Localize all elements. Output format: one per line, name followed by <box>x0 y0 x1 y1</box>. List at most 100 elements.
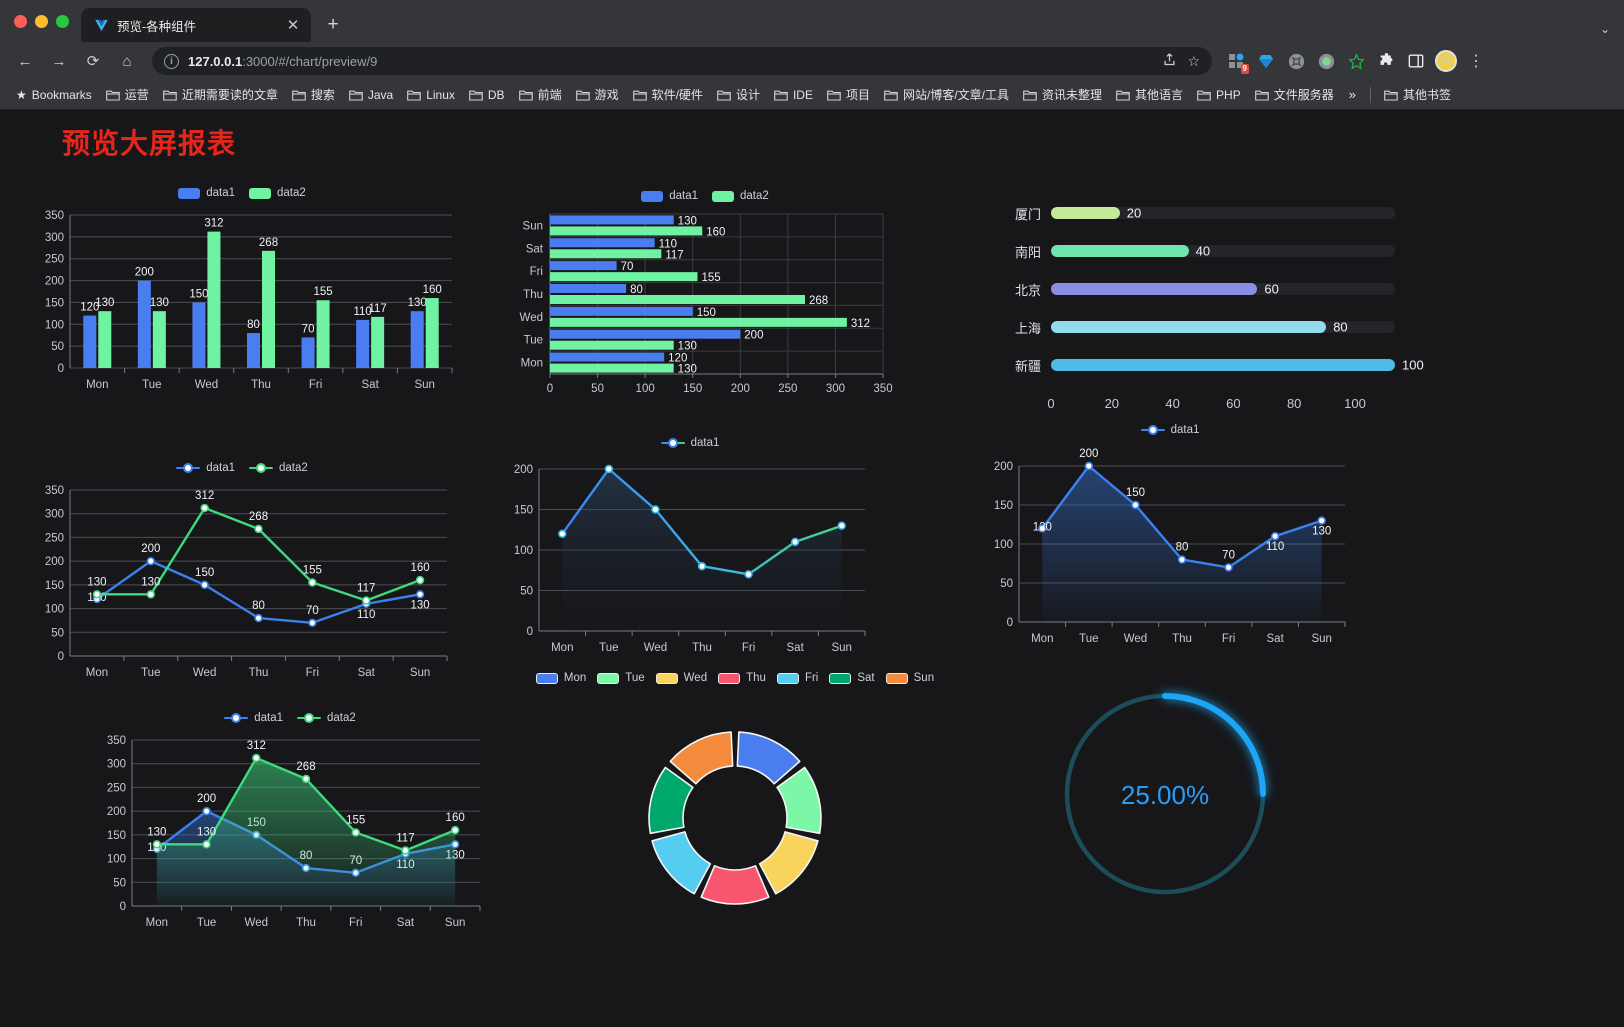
bar[interactable] <box>207 231 221 368</box>
bookmark-folder[interactable]: 近期需要读的文章 <box>157 83 284 106</box>
bar[interactable] <box>98 311 112 368</box>
sidepanel-icon[interactable] <box>1402 47 1430 75</box>
data-point[interactable] <box>92 590 102 599</box>
reload-button[interactable]: ⟳ <box>86 53 100 70</box>
bar[interactable] <box>550 249 662 259</box>
data-point[interactable] <box>1317 516 1326 525</box>
new-tab-button[interactable]: + <box>327 14 339 35</box>
data-point[interactable] <box>146 556 155 566</box>
data-point[interactable] <box>146 590 155 599</box>
legend-item-data1[interactable]: data1 <box>178 187 235 199</box>
data-point[interactable] <box>415 575 425 585</box>
pie-slice[interactable] <box>700 865 770 905</box>
bar[interactable] <box>192 302 206 368</box>
data-point[interactable] <box>1038 524 1047 533</box>
minimize-window-button[interactable] <box>35 14 48 28</box>
legend-item-data1[interactable]: data1 <box>660 437 719 449</box>
puzzle-icon[interactable] <box>1372 47 1400 75</box>
data-point[interactable] <box>252 753 261 763</box>
bookmark-folder[interactable]: IDE <box>768 85 819 105</box>
legend-item-sat[interactable]: Sat <box>829 672 875 684</box>
bar[interactable] <box>550 363 674 373</box>
data-point[interactable] <box>415 590 425 599</box>
bar[interactable] <box>550 272 698 282</box>
data-point[interactable] <box>362 596 371 605</box>
data-point[interactable] <box>200 503 209 513</box>
progress-track[interactable]: 100 <box>1051 358 1424 373</box>
pie-slice[interactable] <box>776 766 822 835</box>
bar[interactable] <box>247 333 260 368</box>
data-point[interactable] <box>697 561 707 571</box>
bar[interactable] <box>371 316 385 368</box>
progress-track[interactable]: 80 <box>1051 320 1395 335</box>
legend-item-data2[interactable]: data2 <box>249 187 306 199</box>
legend-item-sun[interactable]: Sun <box>885 672 934 684</box>
data-point[interactable] <box>254 613 263 623</box>
legend-item-data1[interactable]: data1 <box>1140 424 1199 436</box>
data-point[interactable] <box>254 524 263 534</box>
legend-item-data2[interactable]: data2 <box>297 712 356 724</box>
legend-item-wed[interactable]: Wed <box>655 672 707 684</box>
data-point[interactable] <box>558 529 567 539</box>
bookmark-folder[interactable]: 资讯未整理 <box>1017 83 1108 106</box>
bookmark-folder[interactable]: 文件服务器 <box>1249 83 1340 106</box>
data-point[interactable] <box>202 840 211 849</box>
data-point[interactable] <box>1084 461 1094 471</box>
bar[interactable] <box>137 280 151 368</box>
extensions-grid-icon[interactable]: 9 <box>1222 47 1250 75</box>
data-point[interactable] <box>1131 500 1140 510</box>
address-bar[interactable]: i 127.0.0.1:3000/#/chart/preview/9 ☆ <box>152 47 1212 75</box>
data-point[interactable] <box>1270 531 1280 541</box>
progress-track[interactable]: 40 <box>1051 244 1395 259</box>
bookmark-folder[interactable]: 软件/硬件 <box>627 83 709 106</box>
bookmark-folder[interactable]: PHP <box>1191 85 1247 105</box>
bookmark-star-icon[interactable]: ☆ <box>1187 52 1200 69</box>
bookmark-folder[interactable]: Java <box>343 85 399 105</box>
maximize-window-button[interactable] <box>56 14 69 28</box>
profile-avatar[interactable]: 😄 <box>1432 47 1460 75</box>
data-point[interactable] <box>1177 555 1187 564</box>
bookmark-folder[interactable]: 游戏 <box>570 83 625 106</box>
data-point[interactable] <box>308 618 317 628</box>
bar[interactable] <box>550 340 674 350</box>
data-point[interactable] <box>450 825 460 835</box>
bar[interactable] <box>550 261 617 271</box>
bookmark-folder[interactable]: 前端 <box>513 83 568 106</box>
data-point[interactable] <box>202 806 211 816</box>
bookmark-folder[interactable]: Linux <box>401 85 461 105</box>
bookmark-folder[interactable]: DB <box>463 85 511 105</box>
bookmark-folder[interactable]: 搜索 <box>286 83 341 106</box>
circle-green-icon[interactable] <box>1312 47 1340 75</box>
forward-button[interactable]: → <box>51 52 67 70</box>
data-point[interactable] <box>200 580 209 590</box>
bar[interactable] <box>301 337 315 368</box>
legend-item-fri[interactable]: Fri <box>776 672 818 684</box>
bookmarks-overflow-button[interactable]: » <box>1348 87 1356 102</box>
other-bookmarks-folder[interactable]: 其他书签 <box>1378 83 1457 106</box>
legend-item-tue[interactable]: Tue <box>597 672 645 684</box>
bookmark-folder[interactable]: 运营 <box>100 83 155 106</box>
browser-tab[interactable]: 预览-各种组件 ✕ <box>81 8 311 42</box>
bar[interactable] <box>152 311 166 368</box>
browser-menu-button[interactable]: ⋮ <box>1468 53 1484 70</box>
data-point[interactable] <box>790 537 800 547</box>
data-point[interactable] <box>308 578 317 587</box>
share-icon[interactable] <box>1162 52 1177 70</box>
legend-item-thu[interactable]: Thu <box>718 672 766 684</box>
bookmarks-manager[interactable]: ★ Bookmarks <box>10 85 98 105</box>
data-point[interactable] <box>401 846 410 855</box>
bar[interactable] <box>550 317 847 327</box>
bar[interactable] <box>410 311 424 368</box>
bar[interactable] <box>83 315 97 368</box>
bar[interactable] <box>550 295 805 304</box>
legend-item-data1[interactable]: data1 <box>224 712 283 724</box>
close-window-button[interactable] <box>14 14 27 28</box>
bookmark-folder[interactable]: 项目 <box>821 83 876 106</box>
bar[interactable] <box>550 329 741 339</box>
data-point[interactable] <box>152 840 162 849</box>
close-tab-button[interactable]: ✕ <box>286 16 300 34</box>
legend-item-data1[interactable]: data1 <box>641 190 698 202</box>
bar[interactable] <box>550 352 665 362</box>
data-point[interactable] <box>651 505 660 514</box>
legend-item-data1[interactable]: data1 <box>176 462 235 474</box>
